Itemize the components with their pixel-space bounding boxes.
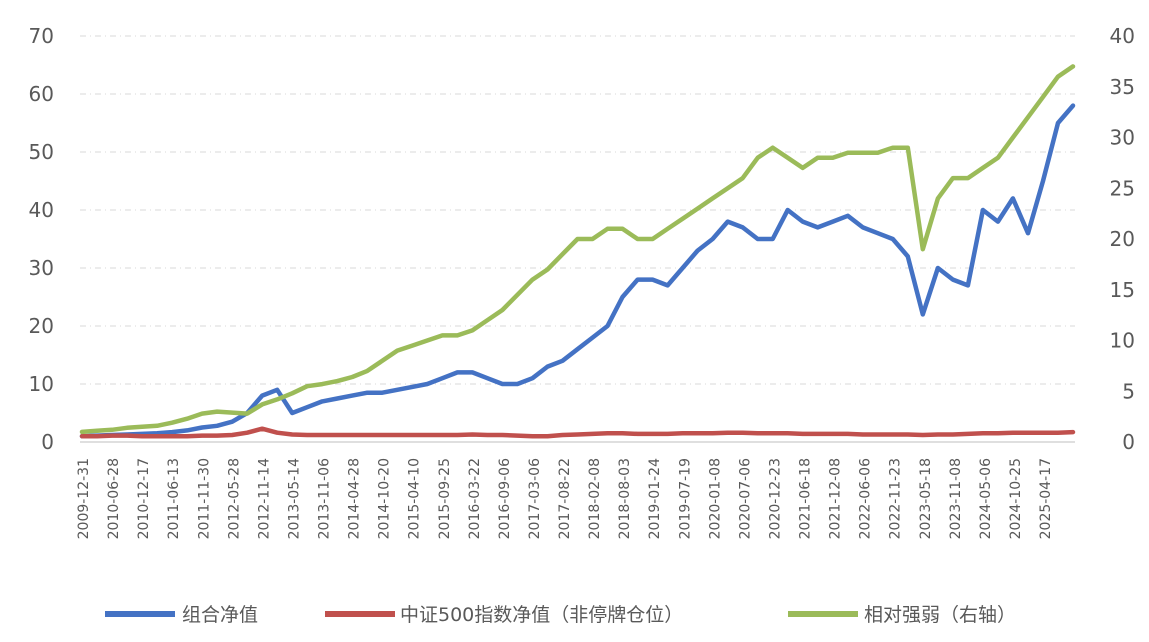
x-tick-label: 2015-09-25 [437, 458, 453, 539]
legend-label-csi500: 中证500指数净值（非停牌仓位） [400, 604, 683, 626]
x-tick-label: 2013-11-06 [317, 458, 333, 539]
x-tick-label: 2023-11-08 [948, 458, 964, 539]
left-tick-label: 30 [29, 256, 54, 280]
left-tick-label: 40 [29, 198, 54, 222]
x-tick-label: 2010-12-17 [136, 458, 152, 539]
right-tick-label: 5 [1122, 379, 1135, 403]
x-tick-label: 2019-01-24 [647, 458, 663, 539]
left-tick-label: 20 [29, 314, 54, 338]
x-tick-label: 2022-06-06 [858, 458, 874, 539]
legend-label-relative-strength: 相对强弱（右轴） [864, 604, 1016, 626]
left-tick-label: 70 [29, 24, 54, 48]
left-axis: 0 10 20 30 40 50 60 70 [29, 24, 54, 454]
x-tick-label: 2020-12-23 [767, 458, 783, 539]
x-tick-label: 2012-11-14 [256, 458, 272, 539]
x-tick-label: 2020-07-06 [737, 458, 753, 539]
x-tick-label: 2018-02-08 [587, 458, 603, 539]
right-tick-label: 10 [1110, 329, 1135, 353]
x-tick-label: 2014-04-28 [347, 458, 363, 539]
x-tick-label: 2010-06-28 [106, 458, 122, 539]
right-tick-label: 35 [1110, 75, 1135, 99]
series-layer [79, 64, 1076, 439]
series-line-1 [79, 426, 1076, 439]
series-line-0 [79, 103, 1076, 439]
x-tick-label: 2019-07-19 [677, 458, 693, 539]
x-tick-label: 2013-05-14 [286, 458, 302, 539]
legend: 组合净值 中证500指数净值（非停牌仓位） 相对强弱（右轴） [105, 604, 1016, 626]
right-tick-label: 15 [1110, 278, 1135, 302]
x-tick-label: 2020-01-08 [707, 458, 723, 539]
series-line-2 [79, 64, 1076, 435]
right-axis: 0 5 10 15 20 25 30 35 40 [1110, 24, 1135, 454]
right-tick-label: 25 [1110, 176, 1135, 200]
x-tick-label: 2018-08-03 [617, 458, 633, 539]
x-tick-label: 2024-10-25 [1008, 458, 1024, 539]
legend-label-portfolio: 组合净值 [182, 604, 258, 626]
right-tick-label: 30 [1110, 126, 1135, 150]
left-tick-label: 0 [41, 430, 54, 454]
x-axis: 2009-12-31 2010-06-28 2010-12-17 2011-06-13… [76, 458, 1054, 539]
x-tick-label: 2024-05-06 [978, 458, 994, 539]
grid-layer [80, 35, 1075, 443]
x-tick-label: 2017-08-22 [557, 458, 573, 539]
x-tick-label: 2025-04-17 [1038, 458, 1054, 539]
x-tick-label: 2011-11-30 [196, 458, 212, 539]
right-tick-label: 40 [1110, 24, 1135, 48]
x-tick-label: 2021-06-18 [798, 458, 814, 539]
x-tick-label: 2017-03-06 [527, 458, 543, 539]
x-tick-label: 2015-04-10 [407, 458, 423, 539]
x-tick-label: 2016-03-22 [467, 458, 483, 539]
x-tick-label: 2011-06-13 [166, 458, 182, 539]
x-tick-label: 2016-09-06 [497, 458, 513, 539]
x-tick-label: 2014-10-20 [377, 458, 393, 539]
left-tick-label: 50 [29, 140, 54, 164]
x-tick-label: 2012-05-28 [226, 458, 242, 539]
left-tick-label: 10 [29, 372, 54, 396]
x-tick-label: 2021-12-08 [828, 458, 844, 539]
x-tick-label: 2023-05-18 [918, 458, 934, 539]
x-tick-label: 2022-11-23 [888, 458, 904, 539]
right-tick-label: 20 [1110, 227, 1135, 251]
x-tick-label: 2009-12-31 [76, 458, 92, 539]
left-tick-label: 60 [29, 82, 54, 106]
right-tick-label: 0 [1122, 430, 1135, 454]
